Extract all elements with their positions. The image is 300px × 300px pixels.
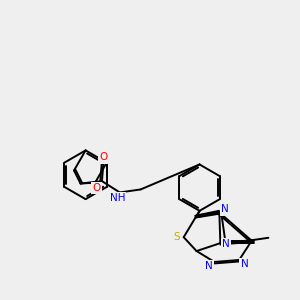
Text: N: N	[222, 239, 230, 249]
Text: N: N	[205, 261, 213, 272]
Text: N: N	[241, 260, 248, 269]
Text: S: S	[174, 232, 181, 242]
Text: O: O	[99, 152, 108, 162]
Text: NH: NH	[110, 194, 125, 203]
Text: N: N	[221, 204, 229, 214]
Text: O: O	[92, 183, 101, 193]
